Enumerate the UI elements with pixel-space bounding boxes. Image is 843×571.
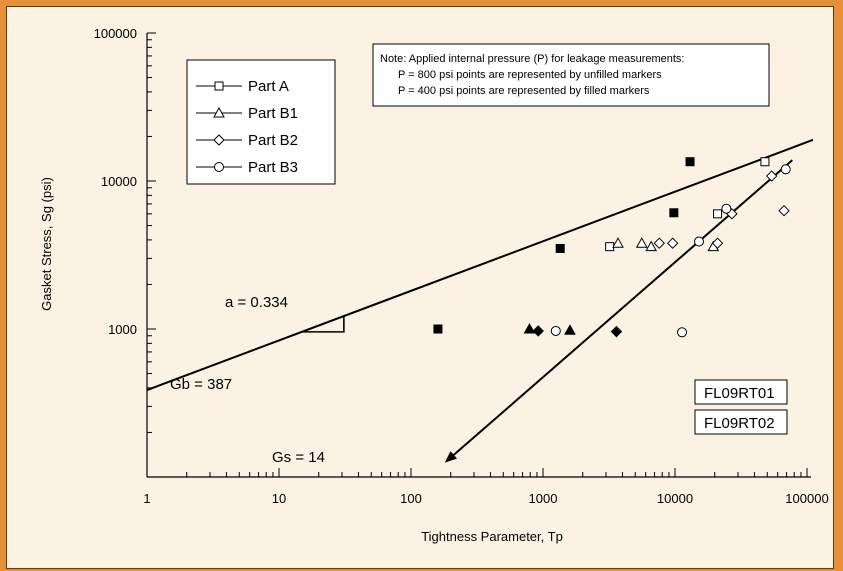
slope-label: a = 0.334: [225, 294, 288, 311]
x-tick-label: 1: [143, 491, 150, 506]
data-point-triangle-filled: [564, 324, 576, 335]
chart-frame: 1 10 100 1000 10000 100000 1000 10000 100000 a =…: [6, 6, 834, 569]
note-line-2: P = 800 psi points are represented by un…: [398, 69, 662, 81]
legend-marker-square: [214, 81, 224, 91]
fit-line-gb: [146, 138, 814, 391]
data-point-circle-open: [677, 327, 688, 338]
x-tick-label: 100000: [785, 491, 828, 506]
gb-label: Gb = 387: [170, 376, 232, 393]
run-label-1: FL09RT01: [704, 385, 775, 402]
data-point-diamond-open: [653, 237, 665, 249]
legend-marker-circle: [214, 162, 224, 172]
y-tick-label: 100000: [94, 26, 137, 41]
data-point-square-open: [760, 157, 770, 167]
data-point-diamond-open: [765, 170, 778, 182]
run-labels: FL09RT01 FL09RT02: [694, 379, 788, 435]
slope-triangle: [302, 316, 345, 333]
gs-label: Gs = 14: [272, 449, 325, 466]
data-point-square-filled: [669, 208, 679, 218]
data-point-diamond-open: [778, 204, 790, 217]
data-point-square-filled: [555, 243, 565, 253]
data-point-diamond-open: [666, 237, 679, 249]
legend-label: Part B1: [248, 105, 298, 122]
data-point-circle-open: [721, 203, 732, 214]
data-point-circle-open: [780, 164, 791, 175]
data-point-diamond-filled: [532, 325, 544, 337]
legend-label: Part A: [248, 78, 289, 95]
x-axis-label: Tightness Parameter, Tp: [421, 529, 563, 544]
data-point-circle-open: [694, 236, 705, 247]
chart-svg: 1 10 100 1000 10000 100000 1000 10000 100000 a =…: [39, 26, 829, 544]
x-tick-label: 10000: [657, 491, 693, 506]
fit-line-gs: [444, 159, 793, 463]
data-point-triangle-open: [635, 237, 648, 248]
axis-labels: Tightness Parameter, Tp Gasket Stress, S…: [39, 177, 563, 544]
run-label-2: FL09RT02: [704, 415, 775, 432]
run-label-box-2: [694, 409, 788, 435]
data-point-circle-open: [550, 325, 561, 336]
data-point-square-filled: [433, 324, 443, 334]
legend-label: Part B2: [248, 132, 298, 149]
legend-label: Part B3: [248, 159, 298, 176]
axes: 1 10 100 1000 10000 100000 1000 10000 100000: [94, 26, 829, 506]
x-tick-label: 10: [272, 491, 286, 506]
legend-marker-triangle: [213, 106, 225, 118]
data-point-triangle-open: [645, 240, 658, 252]
run-label-box-1: [694, 379, 788, 405]
y-axis-label: Gasket Stress, Sg (psi): [39, 177, 54, 311]
y-tick-label: 1000: [108, 322, 137, 337]
note-line-3: P = 400 psi points are represented by fi…: [398, 85, 650, 97]
data-point-diamond-open: [711, 237, 724, 249]
fit-lines: [146, 138, 814, 463]
x-tick-label: 1000: [529, 491, 558, 506]
y-tick-label: 10000: [101, 174, 137, 189]
note-box: Note: Applied internal pressure (P) for …: [372, 43, 770, 107]
legend-marker-diamond: [213, 134, 225, 146]
note-line-1: Note: Applied internal pressure (P) for …: [380, 53, 685, 65]
annotations: a = 0.334 Gb = 387 Gs = 14: [170, 294, 325, 466]
x-tick-label: 100: [400, 491, 422, 506]
data-point-triangle-open: [612, 237, 624, 248]
legend: Part A Part B1 Part B2 Part B3: [186, 59, 336, 185]
data-point-square-open: [605, 242, 615, 252]
data-point-diamond-filled: [610, 325, 623, 338]
data-point-triangle-filled: [523, 322, 536, 334]
data-point-square-filled: [685, 157, 695, 167]
data-point-square-open: [713, 209, 723, 219]
data-points: [433, 157, 791, 338]
